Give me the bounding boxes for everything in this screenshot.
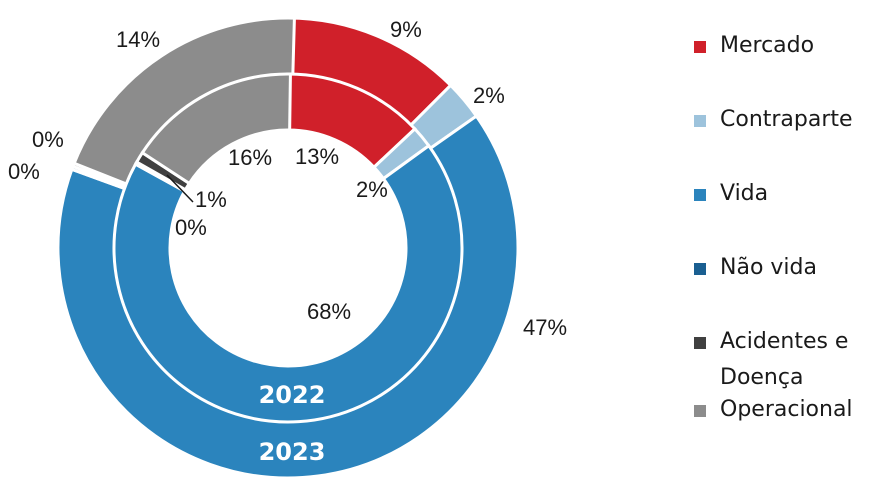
ring-label-2022: 2022 <box>259 381 326 409</box>
leader-line-2022-acidentes <box>166 174 194 203</box>
legend-label-acidentes: Acidentes e <box>720 329 849 354</box>
slice-2022-vida <box>112 143 464 424</box>
label-2023-operacional: 14% <box>116 27 160 52</box>
legend-label-acidentes-line2: Doença <box>720 365 804 390</box>
legend-item-acidentes-line2: Doença <box>694 362 882 394</box>
legend-item-contraparte: Contraparte <box>694 104 882 136</box>
label-2022-nao-vida: 0% <box>175 215 207 240</box>
legend-swatch-acidentes <box>694 337 706 349</box>
legend-label-contraparte: Contraparte <box>720 107 853 132</box>
legend-item-operacional: Operacional <box>694 394 882 426</box>
label-2022-vida: 68% <box>307 299 351 324</box>
legend-item-mercado: Mercado <box>694 30 882 62</box>
legend-swatch-nao-vida <box>694 263 706 275</box>
ring-label-2023: 2023 <box>259 438 326 466</box>
label-2022-acidentes: 1% <box>195 187 227 212</box>
legend-label-operacional: Operacional <box>720 397 853 422</box>
label-2023-acidentes: 0% <box>8 159 40 184</box>
legend-label-nao-vida: Não vida <box>720 255 817 280</box>
label-2022-mercado: 13% <box>295 144 339 169</box>
label-2023-nao-vida: 0% <box>32 127 64 152</box>
legend-swatch-operacional <box>694 405 706 417</box>
legend-label-vida: Vida <box>720 181 769 206</box>
slice-2022-operacional <box>140 72 292 186</box>
legend-item-vida: Vida <box>694 178 882 210</box>
label-2023-mercado: 9% <box>390 17 422 42</box>
inner-ring-2022 <box>112 72 464 424</box>
legend-swatch-contraparte <box>694 115 706 127</box>
legend-label-mercado: Mercado <box>720 33 815 58</box>
legend-item-acidentes: Acidentes e <box>694 326 882 358</box>
legend-swatch-vida <box>694 189 706 201</box>
legend-swatch-mercado <box>694 41 706 53</box>
label-2022-operacional: 16% <box>228 145 272 170</box>
legend: Mercado Contraparte Vida Não vida Aciden… <box>694 30 882 426</box>
label-2022-contraparte: 2% <box>356 177 388 202</box>
label-2023-vida: 47% <box>523 315 567 340</box>
legend-item-nao-vida: Não vida <box>694 252 882 284</box>
label-2023-contraparte: 2% <box>473 83 505 108</box>
data-labels: 9% 2% 47% 0% 0% 14% 13% 2% 68% 1% 0% 16%… <box>8 17 567 466</box>
